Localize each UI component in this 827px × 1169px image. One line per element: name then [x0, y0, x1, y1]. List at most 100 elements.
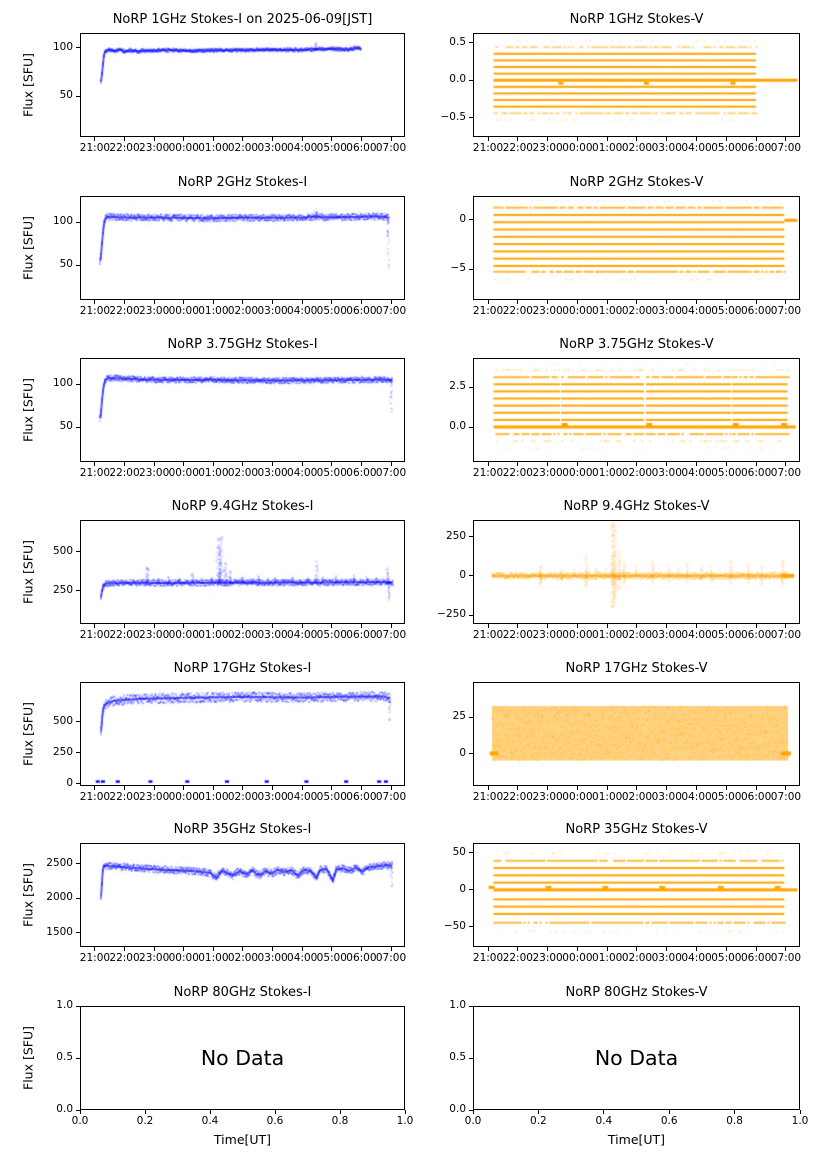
x-tick-mark	[487, 947, 489, 951]
x-tick-label: 05:00	[711, 629, 742, 641]
x-tick-label: 00:00	[562, 791, 593, 803]
x-axis-label: Time[UT]	[213, 1132, 272, 1147]
x-tick-mark	[606, 300, 608, 304]
x-tick-mark	[94, 300, 96, 304]
x-tick-mark	[212, 462, 214, 466]
x-tick-mark	[517, 462, 519, 466]
y-tick-label: 100	[52, 377, 73, 389]
data-series-canvas-80ghz-stokes-i	[81, 1007, 404, 1109]
x-tick-mark	[360, 300, 362, 304]
x-tick-label: 01:00	[198, 305, 229, 317]
x-tick-mark	[666, 947, 668, 951]
data-series-canvas-3p75ghz-stokes-v	[474, 359, 799, 461]
x-tick-mark	[696, 137, 698, 141]
y-tick-mark	[469, 753, 473, 755]
x-tick-label: 21:00	[79, 305, 111, 317]
y-tick-mark	[76, 221, 80, 223]
y-tick-label: 1500	[46, 925, 73, 938]
x-tick-label: 0.0	[71, 1115, 89, 1127]
x-tick-mark	[183, 462, 185, 466]
x-tick-label: 07:00	[375, 467, 407, 479]
x-tick-label: 22:00	[109, 467, 140, 479]
x-tick-label: 0.4	[595, 1115, 613, 1127]
x-tick-label: 02:00	[227, 952, 259, 964]
x-tick-label: 04:00	[287, 952, 318, 964]
x-tick-label: 03:00	[257, 629, 288, 641]
x-tick-label: 04:00	[287, 305, 318, 317]
data-series-canvas-17ghz-stokes-i	[81, 683, 404, 785]
x-tick-label: 21:00	[472, 629, 504, 641]
x-tick-label: 03:00	[257, 791, 288, 803]
y-tick-label: 0	[459, 568, 466, 581]
x-tick-label: 06:00	[346, 467, 377, 479]
x-tick-mark	[331, 786, 333, 790]
x-tick-mark	[547, 137, 549, 141]
x-tick-mark	[242, 624, 244, 628]
x-tick-mark	[331, 462, 333, 466]
x-tick-mark	[301, 137, 303, 141]
x-tick-mark	[212, 947, 214, 951]
plot-area-35ghz-stokes-v	[473, 843, 800, 947]
x-tick-label: 04:00	[681, 467, 712, 479]
x-tick-mark	[725, 462, 727, 466]
x-tick-mark	[755, 137, 757, 141]
x-tick-label: 22:00	[109, 952, 140, 964]
x-tick-mark	[725, 786, 727, 790]
x-tick-label: 23:00	[532, 467, 563, 479]
x-tick-label: 22:00	[502, 142, 533, 154]
x-tick-label: 06:00	[346, 952, 377, 964]
x-tick-label: 05:00	[711, 467, 742, 479]
y-tick-mark	[469, 42, 473, 44]
x-tick-mark	[487, 300, 489, 304]
y-tick-mark	[76, 783, 80, 785]
x-tick-mark	[124, 947, 126, 951]
no-data-label: No Data	[594, 1046, 679, 1070]
x-tick-label: 21:00	[79, 952, 111, 964]
x-tick-mark	[274, 1110, 276, 1114]
y-tick-mark	[76, 721, 80, 723]
x-tick-mark	[339, 1110, 341, 1114]
x-tick-label: 06:00	[346, 791, 377, 803]
x-tick-label: 21:00	[472, 467, 504, 479]
y-tick-mark	[469, 1109, 473, 1111]
x-tick-label: 03:00	[651, 467, 682, 479]
y-tick-mark	[469, 1057, 473, 1059]
x-tick-label: 00:00	[168, 952, 199, 964]
y-tick-mark	[469, 219, 473, 221]
data-series-canvas-80ghz-stokes-v	[474, 1007, 799, 1109]
x-tick-label: 01:00	[592, 952, 623, 964]
x-tick-mark	[547, 624, 549, 628]
y-axis-label: Flux [SFU]	[20, 53, 36, 117]
x-tick-mark	[636, 137, 638, 141]
x-tick-label: 01:00	[592, 142, 623, 154]
x-tick-label: 06:00	[741, 791, 772, 803]
x-tick-mark	[487, 786, 489, 790]
x-tick-mark	[360, 786, 362, 790]
plot-area-1ghz-stokes-i	[80, 33, 405, 137]
x-tick-mark	[636, 786, 638, 790]
x-tick-mark	[272, 300, 274, 304]
data-series-canvas-1ghz-stokes-i	[81, 34, 404, 136]
x-tick-mark	[153, 137, 155, 141]
x-tick-label: 0.6	[660, 1115, 678, 1127]
y-tick-mark	[469, 889, 473, 891]
x-tick-mark	[301, 786, 303, 790]
x-tick-label: 02:00	[621, 629, 653, 641]
x-tick-mark	[696, 624, 698, 628]
x-tick-label: 03:00	[651, 142, 682, 154]
x-tick-mark	[124, 786, 126, 790]
panel-title-3p75ghz-stokes-i: NoRP 3.75GHz Stokes-I	[167, 337, 318, 352]
x-tick-label: 22:00	[502, 467, 533, 479]
plot-area-17ghz-stokes-v	[473, 682, 800, 786]
x-tick-label: 01:00	[198, 629, 229, 641]
x-tick-label: 05:00	[316, 791, 347, 803]
x-tick-mark	[212, 786, 214, 790]
x-tick-label: 04:00	[681, 305, 712, 317]
x-tick-label: 00:00	[168, 467, 199, 479]
x-tick-mark	[183, 624, 185, 628]
x-tick-mark	[242, 300, 244, 304]
x-tick-label: 21:00	[79, 142, 111, 154]
x-tick-mark	[606, 624, 608, 628]
y-axis-label: Flux [SFU]	[20, 216, 36, 280]
x-tick-mark	[487, 462, 489, 466]
